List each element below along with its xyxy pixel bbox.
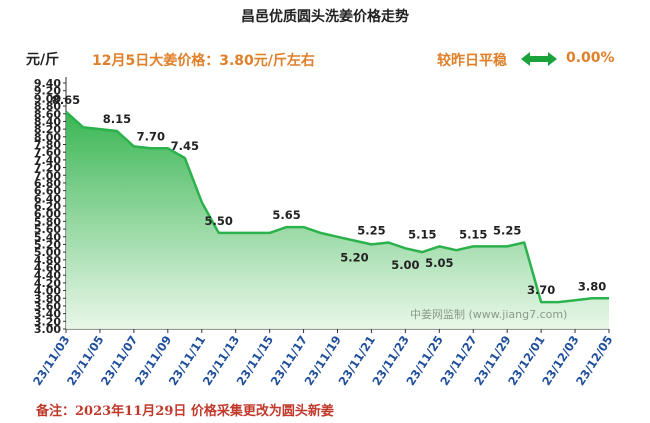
- y-tick-label: 3.40: [34, 308, 61, 321]
- y-tick-label: 8.20: [34, 123, 61, 136]
- y-tick-label: 3.00: [34, 323, 61, 336]
- data-label: 5.15: [459, 227, 487, 241]
- data-label: 7.70: [137, 129, 165, 143]
- y-tick-label: 3.80: [34, 292, 61, 305]
- data-label: 5.20: [340, 250, 368, 264]
- price-line: [65, 110, 609, 304]
- y-tick-label: 4.80: [34, 254, 61, 267]
- y-tick-label: 8.80: [34, 100, 61, 113]
- y-unit-label: 元/斤: [26, 52, 60, 68]
- y-tick-label: 4.20: [34, 277, 61, 290]
- watermark: 中姜网监制 (www.jiang7.com): [410, 307, 567, 321]
- y-tick-label: 7.00: [34, 169, 61, 182]
- data-label: 5.50: [205, 214, 233, 228]
- compare-label: 较昨日平稳: [437, 53, 507, 69]
- y-tick-label: 6.60: [34, 185, 61, 198]
- y-tick-label: 5.60: [34, 223, 61, 236]
- price-headline: 12月5日大姜价格：3.80元/斤左右: [92, 53, 315, 69]
- data-label: 7.45: [171, 139, 199, 153]
- data-label: 5.65: [272, 208, 300, 222]
- data-label: 8.65: [52, 93, 80, 107]
- y-tick-label: 4.60: [34, 262, 61, 275]
- y-tick-label: 7.40: [34, 154, 61, 167]
- y-tick-label: 6.40: [34, 192, 61, 205]
- y-tick-label: 5.80: [34, 215, 61, 228]
- y-tick-label: 5.20: [34, 238, 61, 251]
- data-label: 3.70: [527, 283, 555, 297]
- y-tick-label: 5.00: [34, 246, 61, 259]
- price-area-fill: [66, 111, 609, 329]
- data-label: 5.25: [357, 224, 385, 238]
- data-label: 5.15: [408, 227, 436, 241]
- y-tick-label: 5.40: [34, 231, 61, 244]
- data-label: 5.05: [425, 256, 453, 270]
- y-tick-label: 7.60: [34, 146, 61, 159]
- data-label: 5.00: [391, 258, 419, 272]
- compare-value: 0.00%: [566, 50, 615, 66]
- data-label: 5.25: [493, 224, 521, 238]
- y-tick-label: 4.40: [34, 269, 61, 282]
- footnote: 备注：2023年11月29日 价格采集更改为圆头新姜: [36, 404, 334, 419]
- y-tick-label: 8.60: [34, 108, 61, 121]
- y-tick-label: 7.80: [34, 139, 61, 152]
- y-tick-label: 3.20: [34, 315, 61, 328]
- y-tick-label: 8.40: [34, 115, 61, 128]
- y-tick-label: 6.20: [34, 200, 61, 213]
- data-label: 8.15: [103, 112, 131, 126]
- y-tick-label: 4.00: [34, 285, 61, 298]
- y-tick-label: 7.20: [34, 162, 61, 175]
- y-tick-label: 9.40: [34, 77, 61, 90]
- data-label: 3.80: [578, 279, 606, 293]
- y-tick-label: 9.00: [34, 92, 61, 105]
- y-tick-label: 6.00: [34, 208, 61, 221]
- y-tick-label: 8.00: [34, 131, 61, 144]
- chart-title: 昌邑优质圆头洗姜价格走势: [241, 9, 409, 25]
- y-tick-label: 6.80: [34, 177, 61, 190]
- double-arrow-icon: [521, 52, 557, 66]
- y-tick-label: 3.60: [34, 300, 61, 313]
- y-tick-label: 9.20: [34, 85, 61, 98]
